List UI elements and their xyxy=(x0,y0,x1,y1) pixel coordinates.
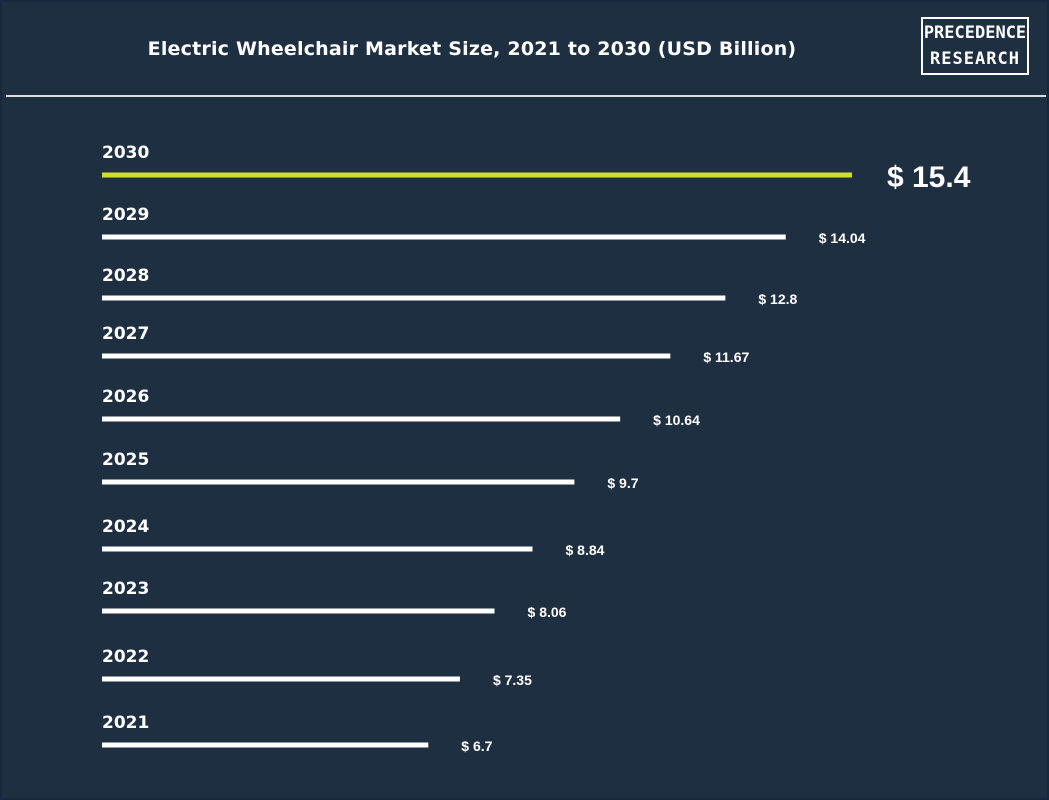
data-label: $ 14.04 xyxy=(819,230,866,246)
data-label: $ 7.35 xyxy=(493,672,532,688)
bar-row-2022: 2022 $ 7.35 xyxy=(102,647,532,688)
data-label: $ 8.84 xyxy=(566,542,605,558)
data-label: $ 12.8 xyxy=(758,291,797,307)
category-label: 2022 xyxy=(102,647,149,667)
bar xyxy=(102,172,852,178)
data-label: $ 10.64 xyxy=(653,412,700,428)
bar xyxy=(102,295,726,301)
bar xyxy=(102,608,495,614)
data-label: $ 8.06 xyxy=(528,604,567,620)
bar-row-2027: 2027 $ 11.67 xyxy=(102,324,749,365)
bar-row-2028: 2028 $ 12.8 xyxy=(102,266,797,307)
bar xyxy=(102,234,786,240)
category-label: 2023 xyxy=(102,579,149,599)
bar-row-2025: 2025 $ 9.7 xyxy=(102,450,639,491)
bar xyxy=(102,353,671,359)
bar-row-2029: 2029 $ 14.04 xyxy=(102,205,866,246)
bar-row-2026: 2026 $ 10.64 xyxy=(102,387,700,428)
category-label: 2029 xyxy=(102,205,149,225)
category-label: 2028 xyxy=(102,266,149,286)
category-label: 2027 xyxy=(102,324,149,344)
bar xyxy=(102,479,575,485)
bar-row-2023: 2023 $ 8.06 xyxy=(102,579,567,620)
bar-row-2024: 2024 $ 8.84 xyxy=(102,517,605,558)
logo-line-1: PRECEDENCE xyxy=(923,23,1027,43)
category-label: 2030 xyxy=(102,143,149,163)
category-label: 2026 xyxy=(102,387,149,407)
category-label: 2025 xyxy=(102,450,149,470)
data-label: $ 15.4 xyxy=(887,161,971,194)
chart-title: Electric Wheelchair Market Size, 2021 to… xyxy=(147,38,797,60)
bar xyxy=(102,416,621,422)
bar xyxy=(102,676,460,682)
bar xyxy=(102,742,429,748)
title-divider xyxy=(6,95,1046,97)
category-label: 2021 xyxy=(102,713,149,733)
precedence-research-logo: PRECEDENCE RESEARCH xyxy=(921,17,1029,75)
bar-row-2021: 2021 $ 6.7 xyxy=(102,713,493,754)
logo-line-2: RESEARCH xyxy=(930,49,1020,69)
bar-row-2030: 2030 $ 15.4 xyxy=(102,143,971,194)
category-label: 2024 xyxy=(102,517,149,537)
data-label: $ 9.7 xyxy=(607,475,638,491)
data-label: $ 11.67 xyxy=(703,349,749,365)
data-label: $ 6.7 xyxy=(461,738,492,754)
bar xyxy=(102,546,533,552)
